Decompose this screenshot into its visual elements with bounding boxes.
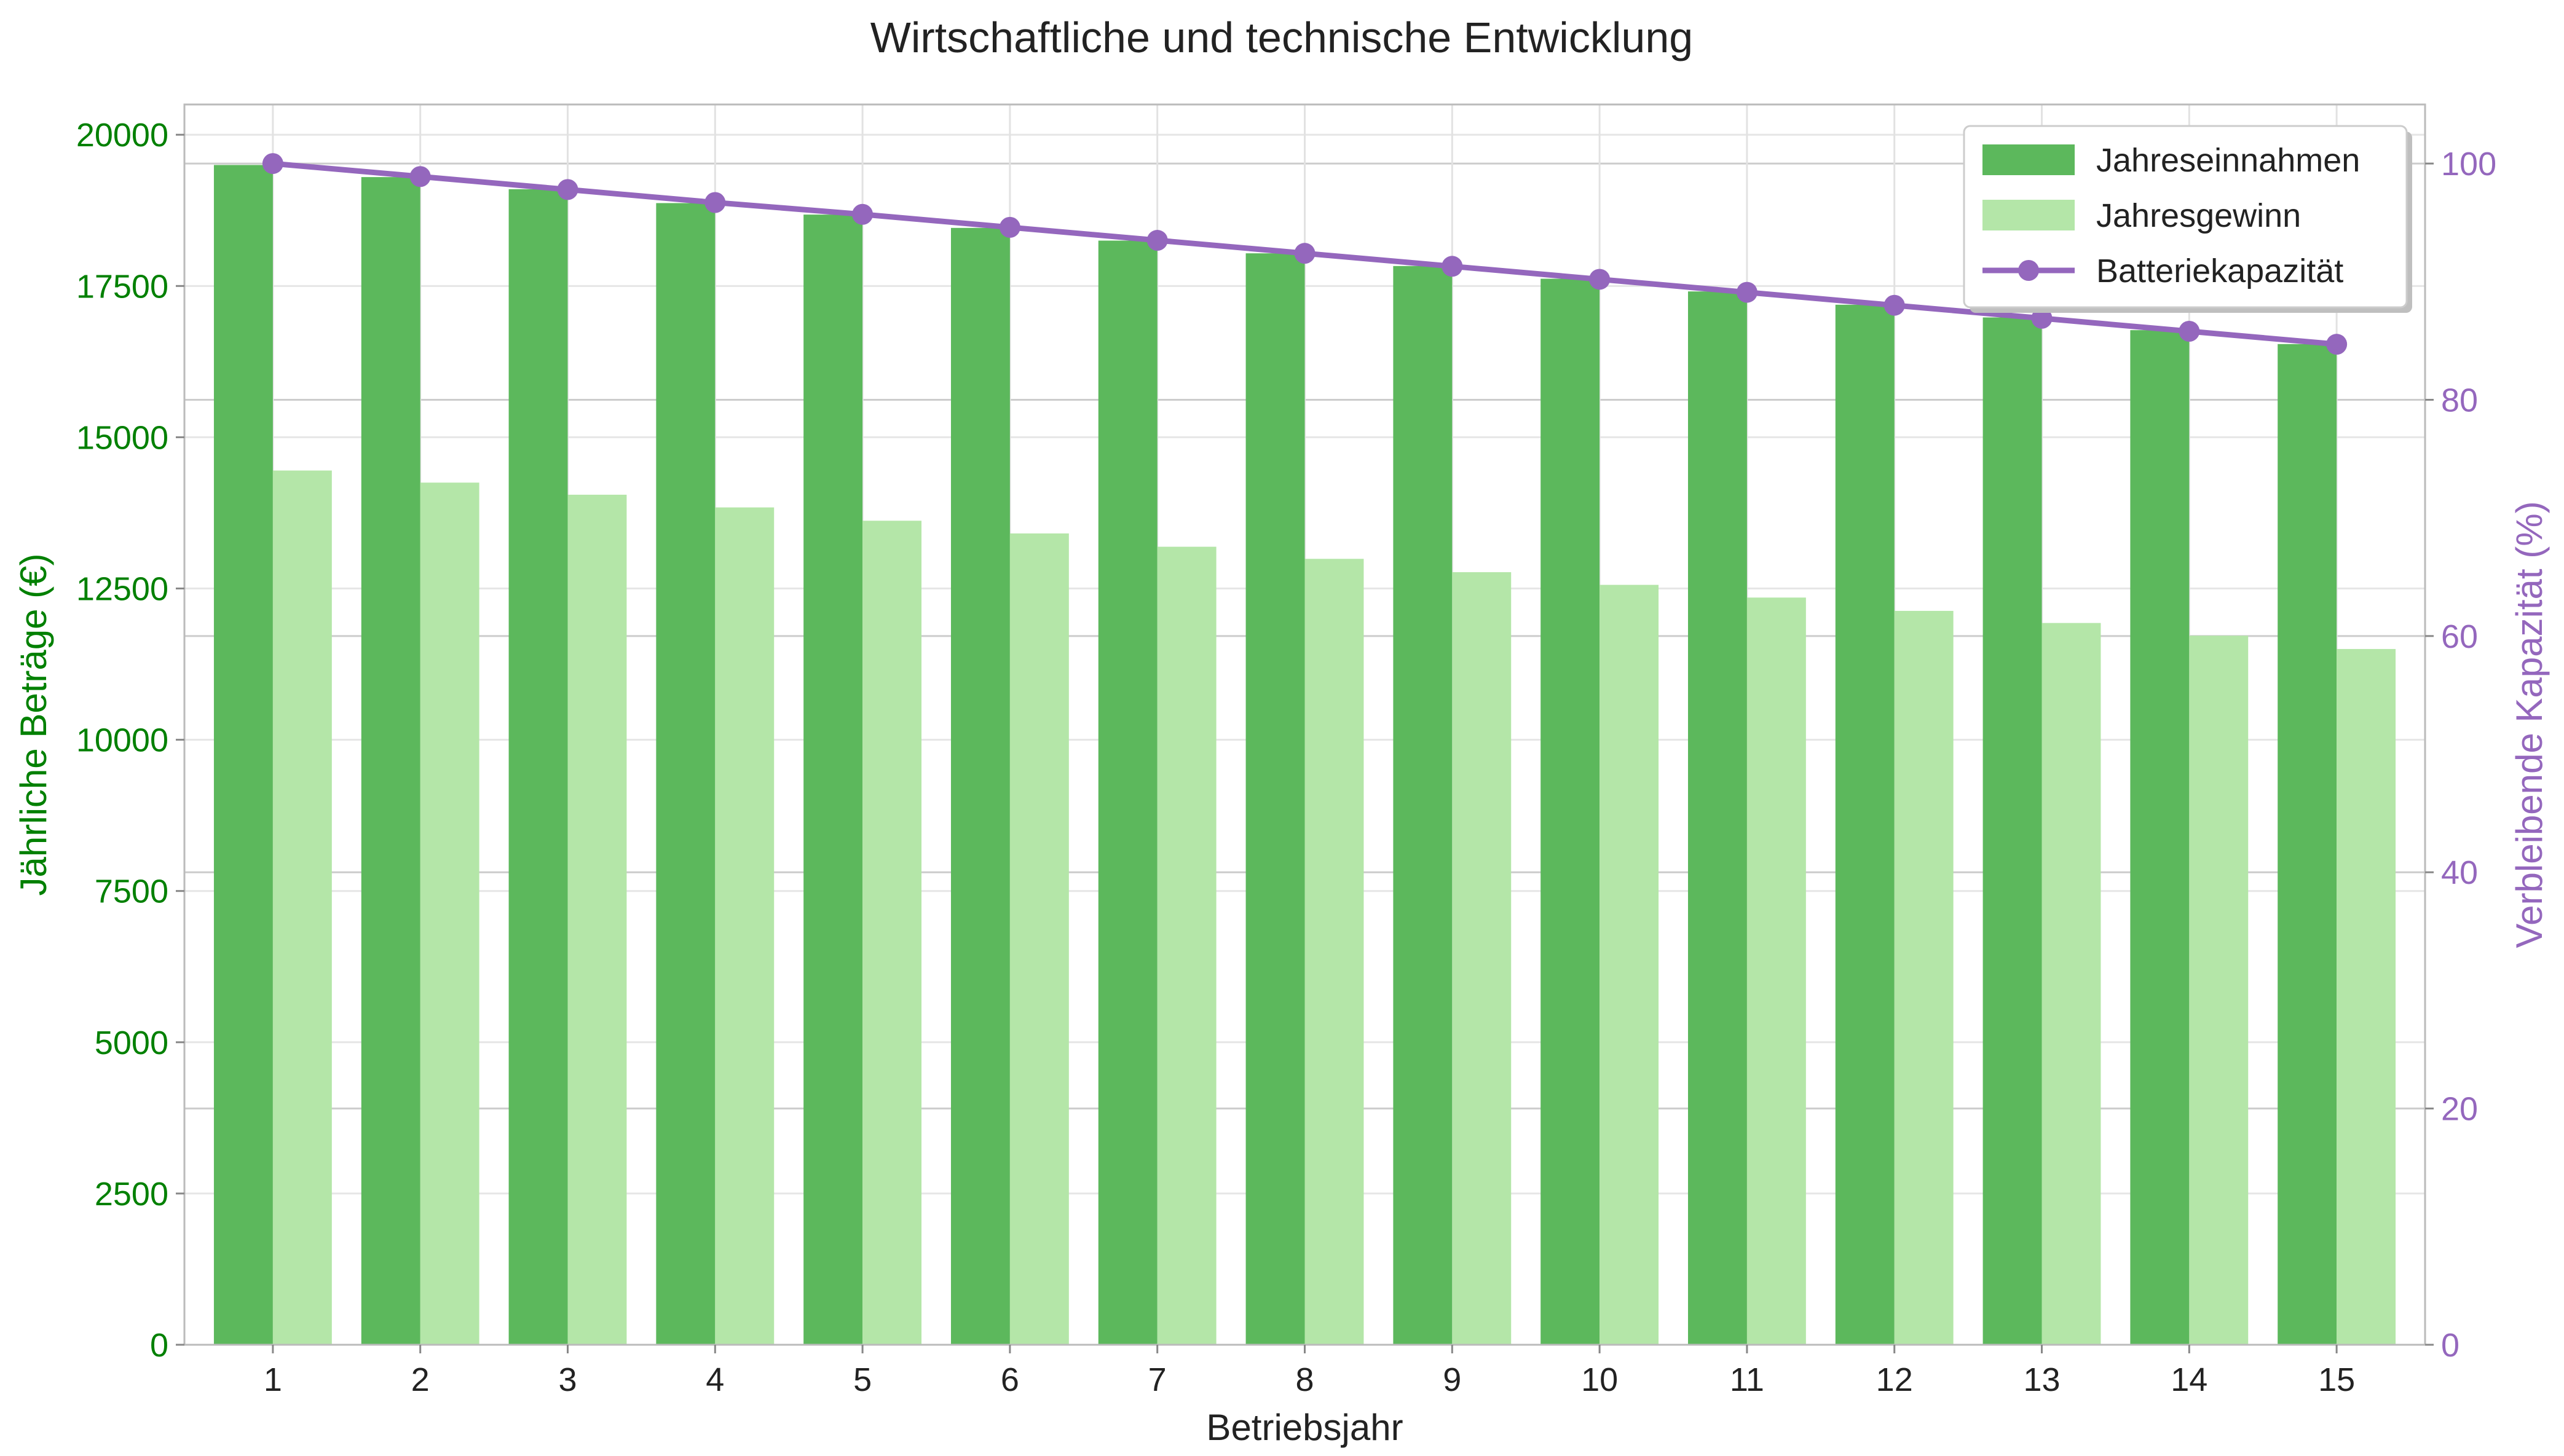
legend-swatch-jahresgewinn	[1982, 200, 2075, 230]
y-tick-label-left: 10000	[76, 722, 168, 759]
x-tick-label: 1	[264, 1361, 282, 1398]
bar-jahreseinnahmen	[1687, 291, 1747, 1345]
y-tick-label-right: 0	[2441, 1327, 2459, 1364]
capacity-point	[852, 203, 874, 225]
y-tick-label-right: 40	[2441, 854, 2478, 891]
x-tick-label: 10	[1581, 1361, 1618, 1398]
bar-jahreseinnahmen	[1835, 304, 1895, 1345]
x-tick-label: 4	[706, 1361, 724, 1398]
y-tick-label-right: 100	[2441, 146, 2496, 183]
x-axis-label: Betriebsjahr	[1206, 1407, 1403, 1448]
x-tick-label: 9	[1443, 1361, 1461, 1398]
bar-jahresgewinn	[420, 482, 479, 1345]
bar-jahresgewinn	[2337, 648, 2396, 1345]
bar-jahresgewinn	[715, 507, 775, 1345]
bar-jahresgewinn	[1009, 533, 1069, 1345]
legend-label-0: Jahreseinnahmen	[2096, 142, 2360, 179]
bar-jahresgewinn	[1304, 559, 1364, 1345]
bar-jahreseinnahmen	[950, 227, 1010, 1345]
bar-jahreseinnahmen	[213, 165, 273, 1345]
bar-jahreseinnahmen	[1098, 240, 1158, 1345]
bar-jahreseinnahmen	[2130, 330, 2190, 1345]
capacity-point	[1442, 256, 1463, 277]
bar-jahresgewinn	[1894, 610, 1954, 1345]
y-tick-label-right: 60	[2441, 618, 2478, 655]
y-tick-label-left: 5000	[95, 1025, 168, 1061]
legend-swatch-marker	[2018, 260, 2039, 281]
bar-jahreseinnahmen	[1393, 266, 1453, 1345]
x-tick-label: 2	[411, 1361, 430, 1398]
bar-jahresgewinn	[1157, 546, 1217, 1345]
chart-title: Wirtschaftliche und technische Entwicklu…	[870, 14, 1693, 61]
capacity-point	[2031, 307, 2053, 329]
legend-label-2: Batteriekapazität	[2096, 253, 2343, 289]
y-tick-label-left: 7500	[95, 873, 168, 910]
capacity-point	[704, 192, 726, 213]
capacity-point	[409, 166, 431, 187]
capacity-point	[557, 179, 578, 200]
x-tick-label: 8	[1295, 1361, 1314, 1398]
y-tick-label-left: 12500	[76, 571, 168, 608]
bar-jahresgewinn	[272, 470, 332, 1345]
capacity-point	[2179, 321, 2200, 342]
bar-jahreseinnahmen	[803, 214, 863, 1345]
capacity-point	[1589, 269, 1611, 290]
y-tick-label-right: 20	[2441, 1091, 2478, 1128]
bar-jahreseinnahmen	[1540, 278, 1600, 1345]
legend-label-1: Jahresgewinn	[2096, 197, 2301, 234]
y-tick-label-right: 80	[2441, 382, 2478, 419]
bar-jahresgewinn	[1600, 584, 1659, 1345]
bar-jahreseinnahmen	[1245, 253, 1305, 1345]
x-tick-label: 13	[2023, 1361, 2060, 1398]
y-tick-label-left: 2500	[95, 1176, 168, 1213]
y-tick-label-left: 0	[150, 1327, 168, 1364]
capacity-point	[999, 216, 1020, 238]
bar-jahresgewinn	[1452, 572, 1512, 1345]
x-tick-label: 12	[1876, 1361, 1913, 1398]
axes: 0 2500 5000 7500 10000 12500 15000 17500 20000 0 2…	[76, 117, 2496, 1398]
bars	[213, 165, 2396, 1345]
bar-jahresgewinn	[2041, 623, 2101, 1345]
capacity-point	[262, 153, 283, 175]
bar-jahreseinnahmen	[508, 189, 568, 1345]
bar-jahresgewinn	[567, 494, 627, 1345]
bar-jahreseinnahmen	[1982, 317, 2042, 1345]
x-tick-label: 11	[1730, 1361, 1764, 1398]
legend: Jahreseinnahmen Jahresgewinn Batteriekapaz…	[1963, 125, 2412, 313]
y-axis-label-left: Jährliche Beträge (€)	[13, 554, 54, 896]
x-tick-label: 6	[1001, 1361, 1019, 1398]
y-tick-label-left: 15000	[76, 419, 168, 456]
capacity-point	[1736, 281, 1757, 303]
capacity-point	[2326, 334, 2348, 355]
y-axis-label-right: Verbleibende Kapazität (%)	[2509, 501, 2550, 948]
bar-jahresgewinn	[2189, 636, 2249, 1345]
capacity-line-layer	[262, 153, 2348, 355]
bar-jahreseinnahmen	[361, 177, 420, 1345]
y-tick-label-left: 17500	[76, 268, 168, 305]
x-tick-label: 3	[558, 1361, 577, 1398]
x-tick-label: 15	[2318, 1361, 2355, 1398]
x-tick-label: 14	[2171, 1361, 2207, 1398]
legend-swatch-jahreseinnahmen	[1982, 144, 2075, 175]
x-tick-label: 5	[853, 1361, 872, 1398]
bar-jahresgewinn	[862, 521, 922, 1345]
capacity-point	[1146, 230, 1168, 251]
bar-jahreseinnahmen	[2278, 344, 2337, 1345]
capacity-point	[1884, 294, 1905, 316]
bar-jahresgewinn	[1746, 597, 1806, 1345]
x-tick-label: 7	[1148, 1361, 1167, 1398]
y-tick-label-left: 20000	[76, 117, 168, 154]
bar-jahreseinnahmen	[656, 203, 716, 1345]
capacity-point	[1294, 243, 1316, 264]
